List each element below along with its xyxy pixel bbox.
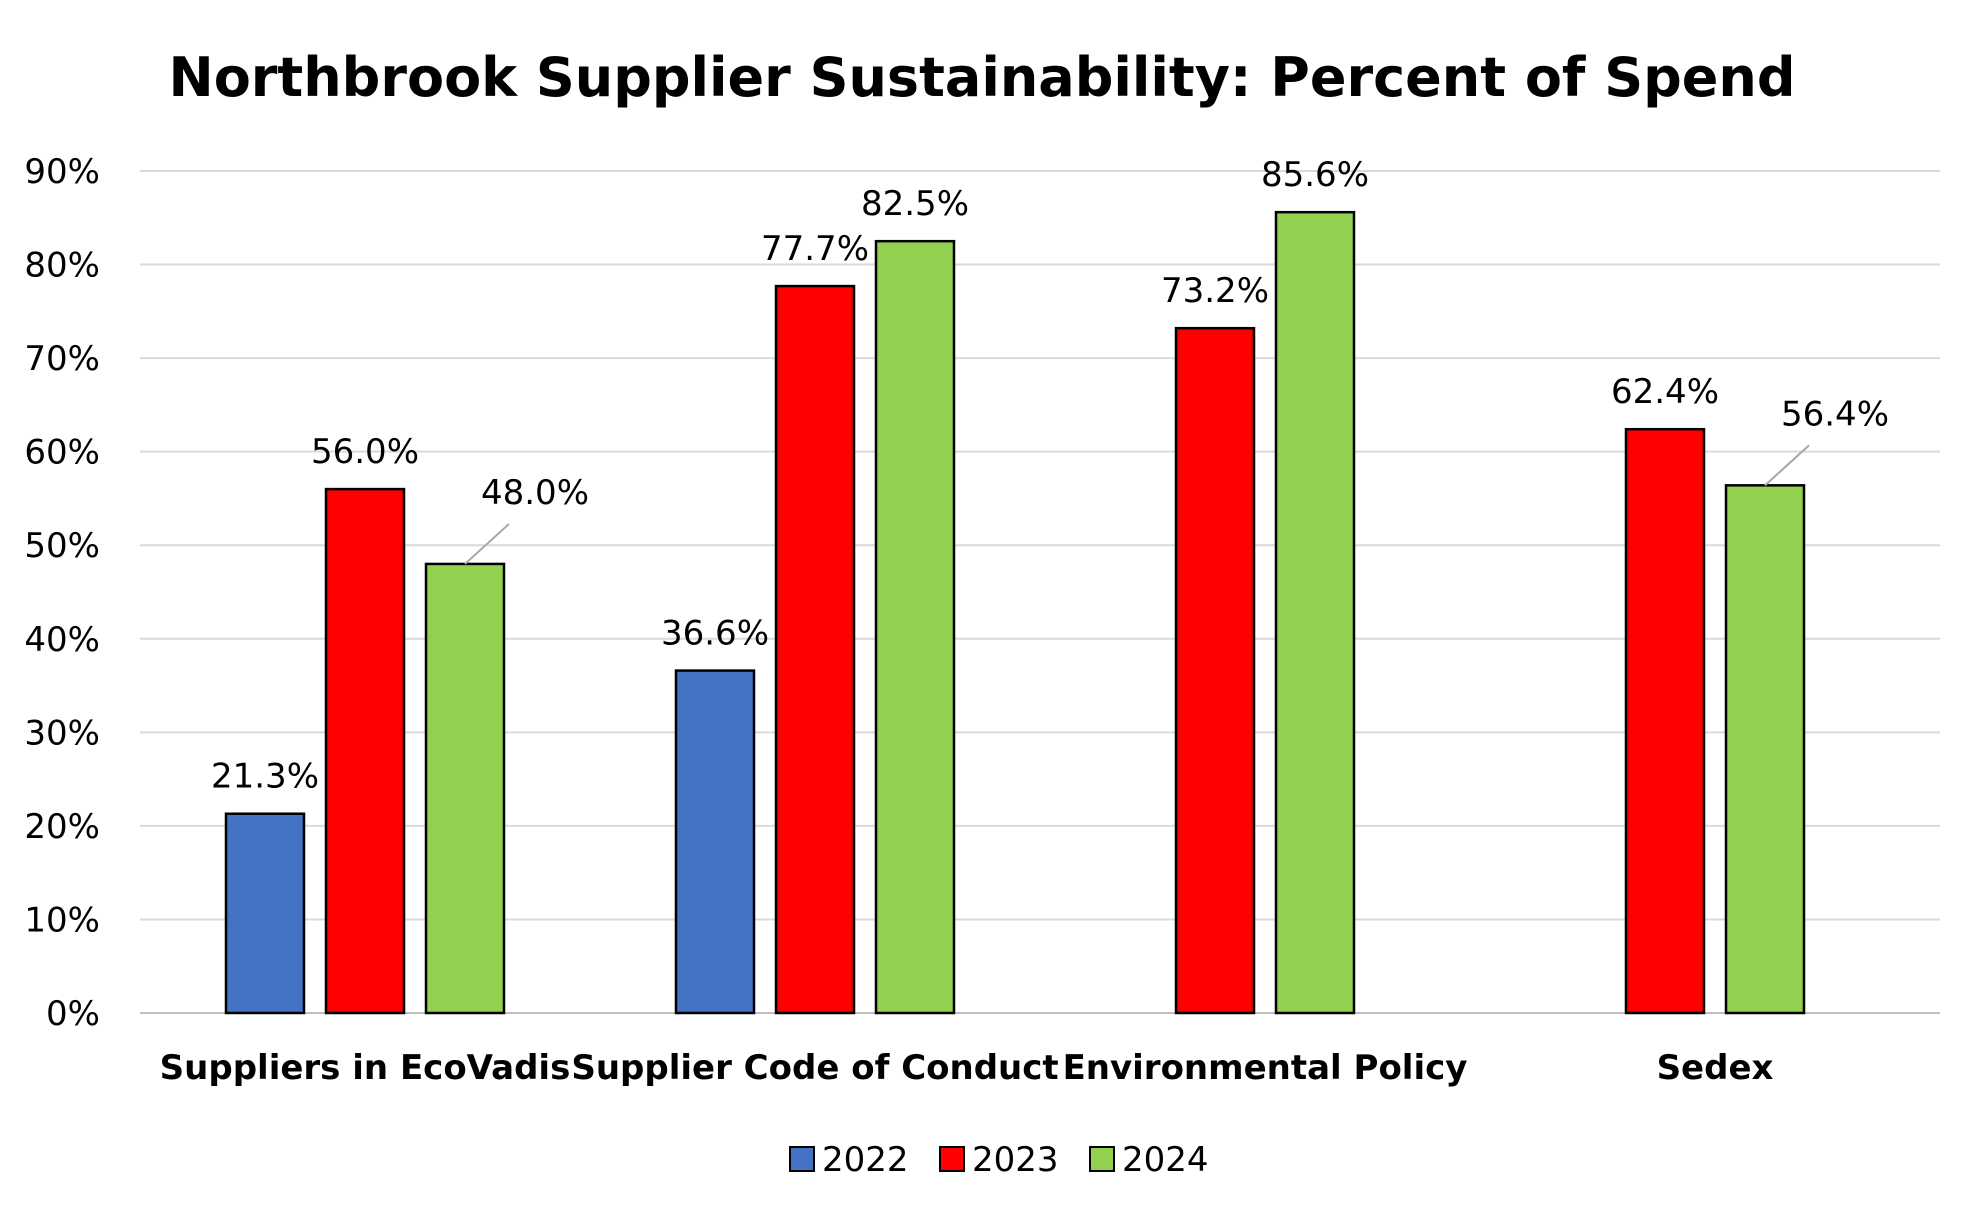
- x-axis-category-labels: Suppliers in EcoVadis Supplier Code of Co…: [160, 1048, 1774, 1088]
- chart-title: Northbrook Supplier Sustainability: Perc…: [169, 46, 1796, 109]
- bar-2023: [324, 487, 406, 1015]
- bar-2023: [774, 284, 856, 1015]
- legend-label: 2024: [1122, 1140, 1209, 1180]
- x-category-label: Suppliers in EcoVadis: [160, 1048, 571, 1088]
- y-tick-label: 60%: [24, 433, 100, 473]
- bar-2023: [1624, 427, 1706, 1015]
- legend-swatch-2023: [939, 1146, 965, 1172]
- data-labels: 21.3% 56.0% 48.0% 36.6% 77.7% 82.5% 73.2% 85.6%…: [211, 155, 1889, 797]
- x-category-label: Environmental Policy: [1063, 1048, 1468, 1088]
- legend: 2022 2023 2024: [789, 1140, 1209, 1180]
- data-label-leader-line: [1764, 444, 1810, 487]
- data-label-leader-line: [464, 523, 510, 565]
- data-label: 56.4%: [1781, 394, 1889, 434]
- x-category-label: Sedex: [1657, 1048, 1774, 1088]
- data-label: 56.0%: [311, 432, 419, 472]
- bar-2023: [1174, 326, 1256, 1015]
- legend-swatch-2024: [1089, 1146, 1115, 1172]
- legend-swatch-2022: [789, 1146, 815, 1172]
- data-label: 62.4%: [1611, 372, 1719, 412]
- bar-2024: [874, 239, 956, 1015]
- legend-label: 2022: [822, 1140, 909, 1180]
- data-label: 21.3%: [211, 757, 319, 797]
- y-tick-label: 0%: [46, 994, 100, 1034]
- data-label: 48.0%: [481, 473, 589, 513]
- data-label: 82.5%: [861, 184, 969, 224]
- y-tick-label: 50%: [24, 526, 100, 566]
- y-tick-label: 20%: [24, 807, 100, 847]
- y-tick-label: 40%: [24, 620, 100, 660]
- y-tick-label: 70%: [24, 339, 100, 379]
- y-tick-label: 30%: [24, 713, 100, 753]
- legend-label: 2023: [972, 1140, 1059, 1180]
- y-tick-label: 80%: [24, 246, 100, 286]
- y-tick-label: 10%: [24, 900, 100, 940]
- x-category-label: Supplier Code of Conduct: [571, 1048, 1058, 1088]
- data-label: 36.6%: [661, 614, 769, 654]
- bar-2022: [674, 669, 756, 1015]
- data-label: 77.7%: [761, 229, 869, 269]
- bar-2024: [1724, 484, 1806, 1015]
- bars: [224, 210, 1806, 1015]
- bar-2024: [1274, 210, 1356, 1015]
- data-label: 85.6%: [1261, 155, 1369, 195]
- bar-2022: [224, 812, 306, 1015]
- y-axis-tick-labels: 0% 10% 20% 30% 40% 50% 60% 70% 80% 90%: [24, 152, 100, 1034]
- bar-2024: [424, 562, 506, 1015]
- y-tick-label: 90%: [24, 152, 100, 192]
- data-label: 73.2%: [1161, 271, 1269, 311]
